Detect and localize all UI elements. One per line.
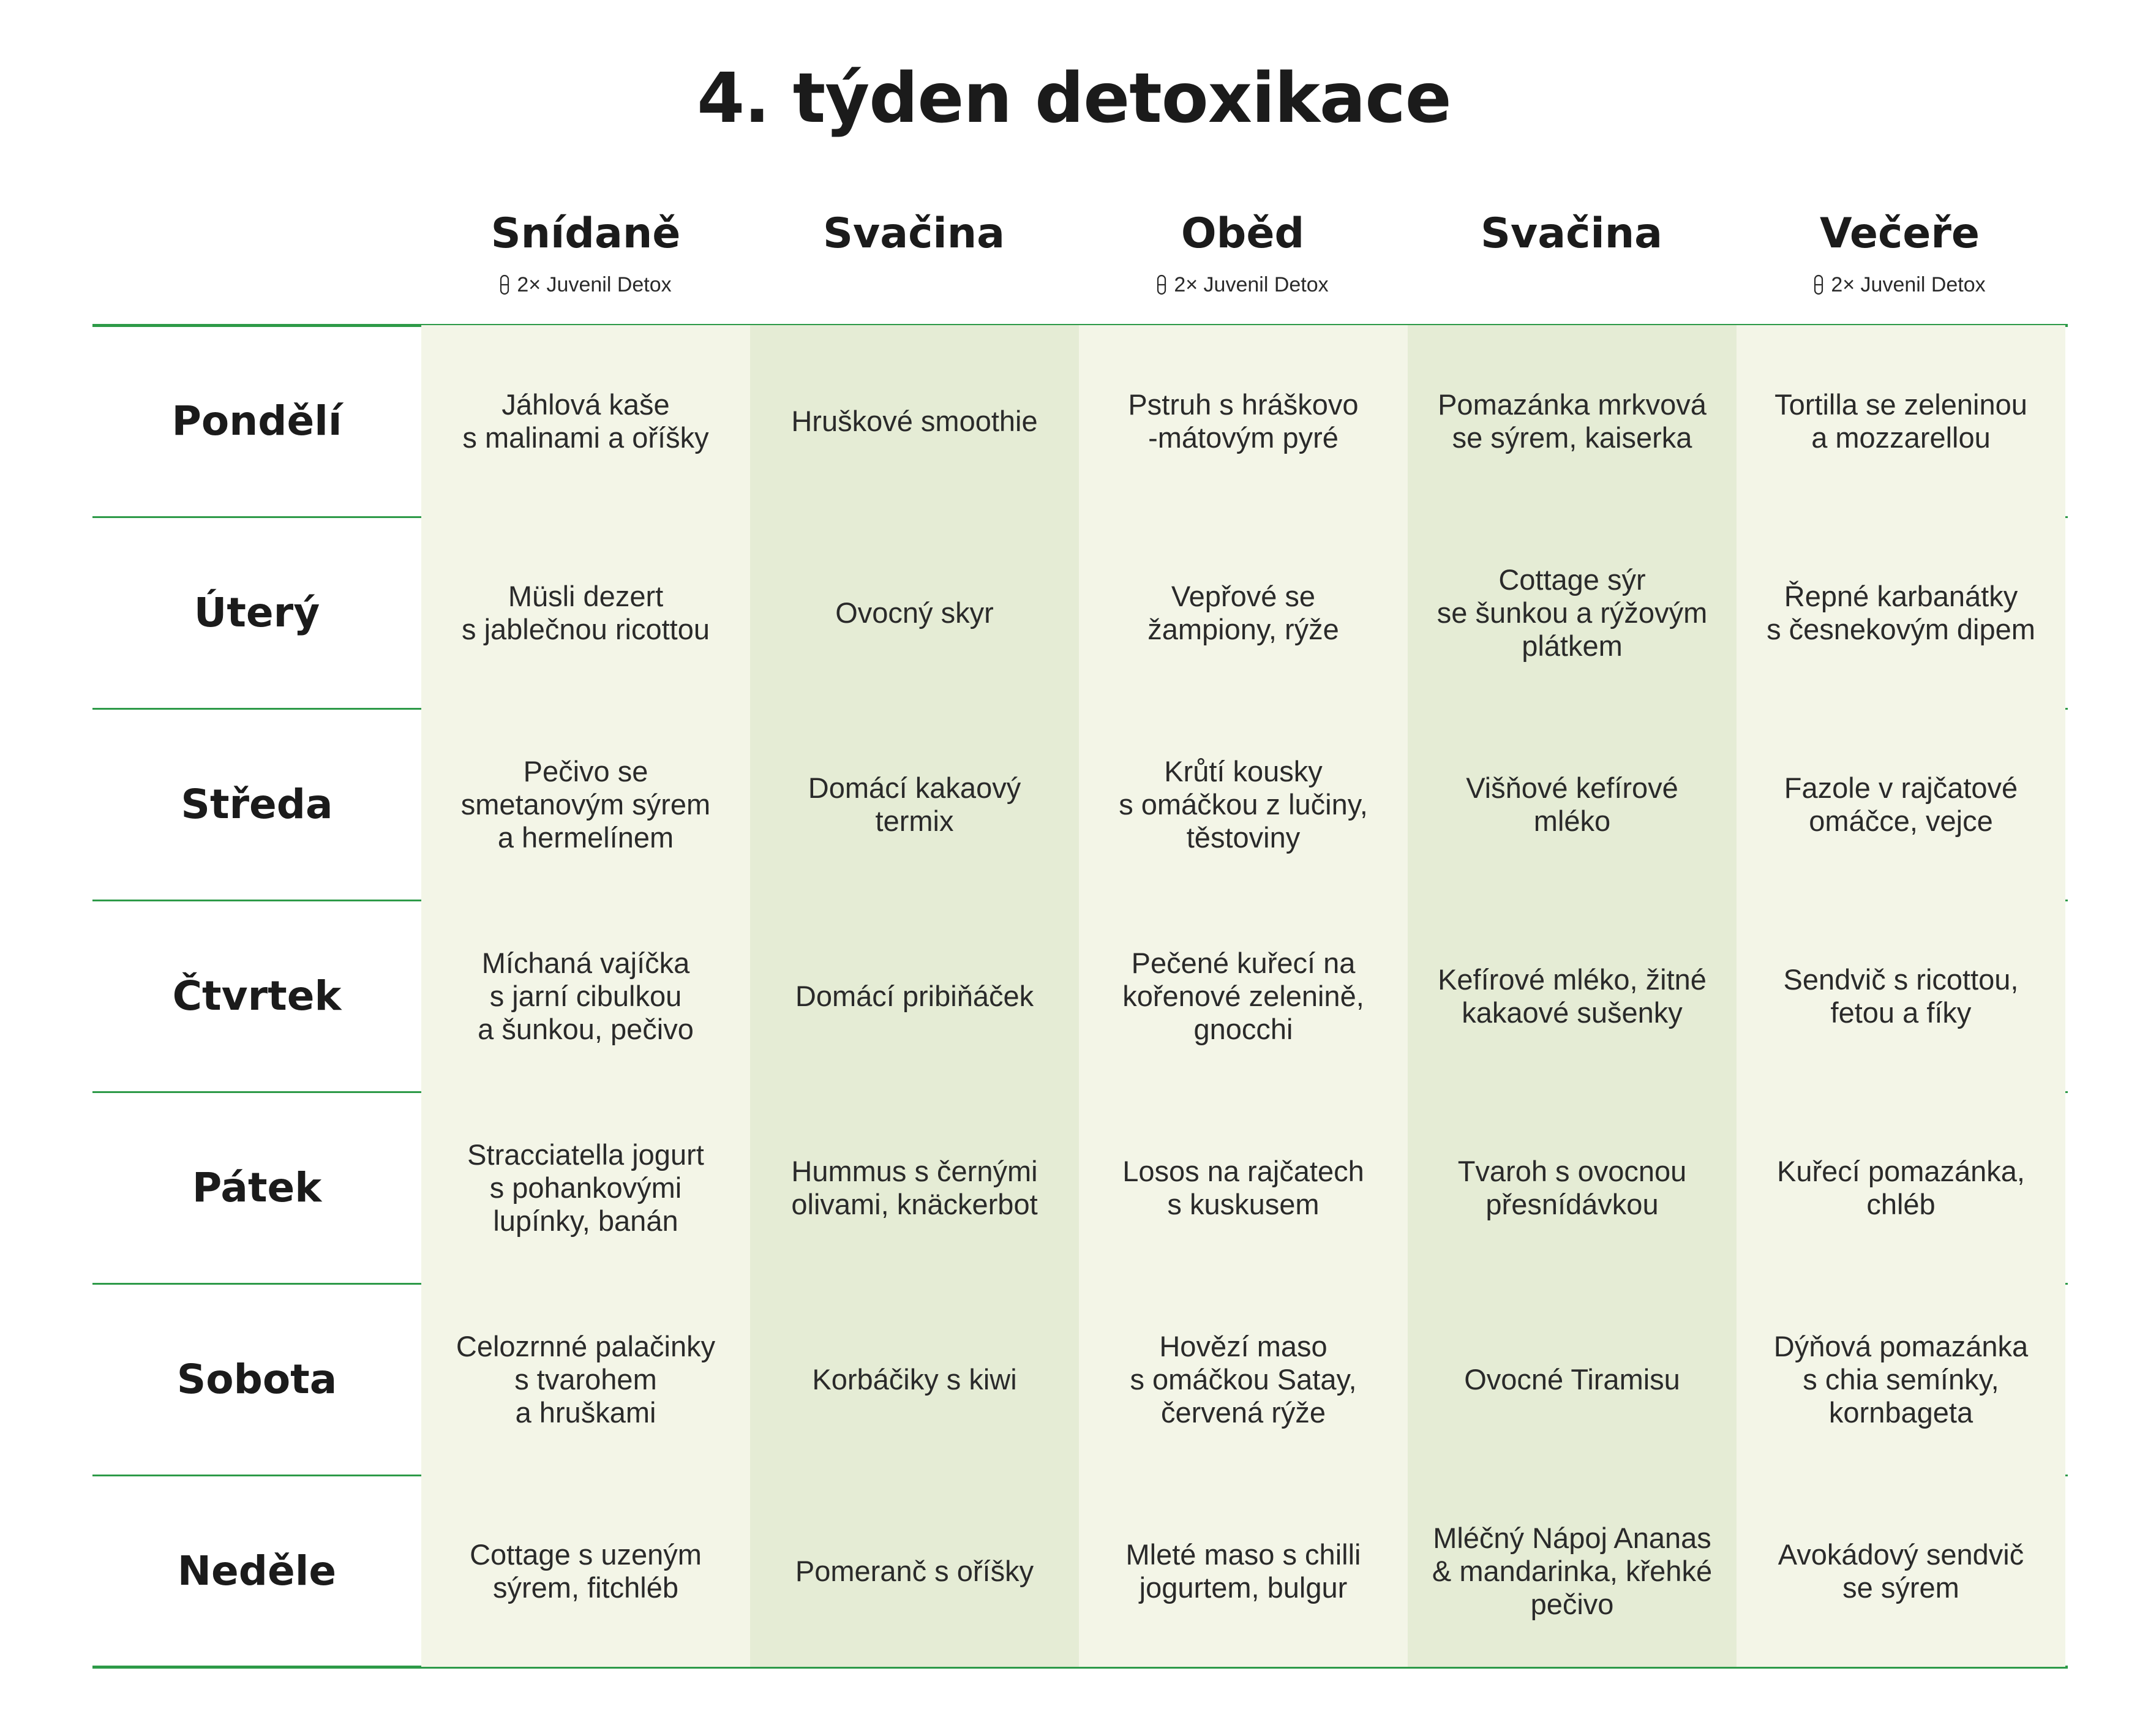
supplement-note: 2× Juvenil Detox <box>1735 274 2064 295</box>
column-header-label: Snídaně <box>490 209 681 258</box>
column-header-label: Oběd <box>1181 209 1305 258</box>
column-header-label: Svačina <box>1480 209 1663 258</box>
table-row: Sobota Celozrnné palačinky s tvarohem a h… <box>92 1283 2068 1475</box>
meal-cell: Řepné karbanátky s česnekovým dipem <box>1737 517 2065 708</box>
meal-cell: Krůtí kousky s omáčkou z lučiny, těstovi… <box>1079 708 1408 900</box>
table-row: Středa Pečivo se smetanovým sýrem a herme… <box>92 708 2068 900</box>
day-label: Středa <box>181 781 333 828</box>
column-header-label: Svačina <box>822 209 1005 258</box>
supplement-note: 2× Juvenil Detox <box>421 274 750 295</box>
table-row: Pondělí Jáhlová kaše s malinami a oříšky H… <box>92 325 2068 517</box>
meal-cell: Dýňová pomazánka s chia semínky, kornbag… <box>1737 1283 2065 1475</box>
meal-cell: Hovězí maso s omáčkou Satay, červená rýž… <box>1079 1283 1408 1475</box>
column-header-label: Večeře <box>1819 209 1980 258</box>
day-label: Úterý <box>193 589 320 636</box>
meal-cell: Pomeranč s oříšky <box>750 1475 1079 1667</box>
meal-cell: Pečené kuřecí na kořenové zelenině, gnoc… <box>1079 900 1408 1092</box>
supplement-label: 2× Juvenil Detox <box>517 273 672 296</box>
page-title: 4. týden detoxikace <box>697 59 1452 138</box>
column-header: Oběd 2× Juvenil Detox <box>1078 213 1407 295</box>
meal-cell: Ovocný skyr <box>750 517 1079 708</box>
meal-cell: Stracciatella jogurt s pohankovými lupín… <box>421 1092 750 1283</box>
day-label: Neděle <box>177 1547 337 1595</box>
meal-cell: Avokádový sendvič se sýrem <box>1737 1475 2065 1667</box>
capsule-icon <box>500 274 509 295</box>
supplement-label: 2× Juvenil Detox <box>1174 273 1329 296</box>
meal-cell: Cottage sýr se šunkou a rýžovým plátkem <box>1408 517 1737 708</box>
capsule-icon <box>1814 274 1823 295</box>
meal-cell: Kuřecí pomazánka, chléb <box>1737 1092 2065 1283</box>
meal-cell: Celozrnné palačinky s tvarohem a hruškam… <box>421 1283 750 1475</box>
meal-cell: Müsli dezert s jablečnou ricottou <box>421 517 750 708</box>
table-row: Čtvrtek Míchaná vajíčka s jarní cibulkou … <box>92 900 2068 1092</box>
meal-cell: Jáhlová kaše s malinami a oříšky <box>421 325 750 517</box>
day-label: Sobota <box>176 1356 337 1403</box>
meal-cell: Domácí kakaový termix <box>750 708 1079 900</box>
meal-cell: Višňové kefírové mléko <box>1408 708 1737 900</box>
meal-cell: Hummus s černými olivami, knäckerbot <box>750 1092 1079 1283</box>
supplement-note: 2× Juvenil Detox <box>1078 274 1407 295</box>
meal-cell: Fazole v rajčatové omáčce, vejce <box>1737 708 2065 900</box>
meal-plan-table: Pondělí Jáhlová kaše s malinami a oříšky H… <box>92 325 2068 1667</box>
meal-cell: Losos na rajčatech s kuskusem <box>1079 1092 1408 1283</box>
table-row: Úterý Müsli dezert s jablečnou ricottou Ov… <box>92 517 2068 708</box>
column-header: Snídaně 2× Juvenil Detox <box>421 209 750 296</box>
meal-cell: Domácí pribiňáček <box>750 900 1079 1092</box>
column-header: Svačina <box>749 213 1078 261</box>
meal-cell: Mléčný Nápoj Ananas & mandarinka, křehké… <box>1408 1475 1737 1667</box>
capsule-icon <box>1157 274 1166 295</box>
meal-cell: Tvaroh s ovocnou přesnídávkou <box>1408 1092 1737 1283</box>
meal-cell: Ovocné Tiramisu <box>1408 1283 1737 1475</box>
column-header: Večeře 2× Juvenil Detox <box>1735 213 2064 295</box>
day-label: Pondělí <box>171 397 342 445</box>
column-header: Svačina <box>1407 213 1736 261</box>
meal-cell: Pomazánka mrkvová se sýrem, kaiserka <box>1408 325 1737 517</box>
meal-cell: Sendvič s ricottou, fetou a fíky <box>1737 900 2065 1092</box>
meal-cell: Kefírové mléko, žitné kakaové sušenky <box>1408 900 1737 1092</box>
meal-cell: Míchaná vajíčka s jarní cibulkou a šunko… <box>421 900 750 1092</box>
meal-cell: Korbáčiky s kiwi <box>750 1283 1079 1475</box>
meal-cell: Mleté maso s chilli jogurtem, bulgur <box>1079 1475 1408 1667</box>
row-divider <box>92 1666 2068 1669</box>
day-label: Pátek <box>192 1164 322 1211</box>
table-row: Neděle Cottage s uzeným sýrem, fitchléb Po… <box>92 1475 2068 1667</box>
meal-cell: Vepřové se žampiony, rýže <box>1079 517 1408 708</box>
meal-cell: Tortilla se zeleninou a mozzarellou <box>1737 325 2065 517</box>
supplement-label: 2× Juvenil Detox <box>1831 273 1986 296</box>
day-label: Čtvrtek <box>172 972 342 1020</box>
meal-cell: Cottage s uzeným sýrem, fitchléb <box>421 1475 750 1667</box>
meal-cell: Pstruh s hráškovo -mátovým pyré <box>1079 325 1408 517</box>
table-row: Pátek Stracciatella jogurt s pohankovými … <box>92 1092 2068 1283</box>
meal-cell: Pečivo se smetanovým sýrem a hermelínem <box>421 708 750 900</box>
meal-cell: Hruškové smoothie <box>750 325 1079 517</box>
